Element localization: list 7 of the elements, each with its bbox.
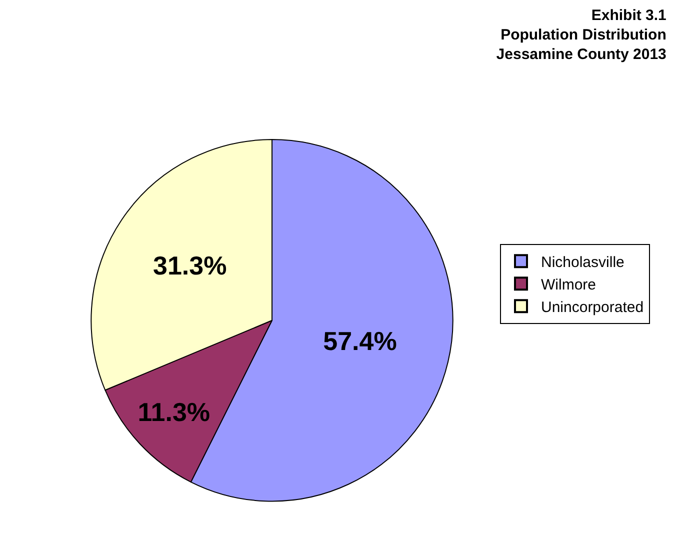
legend-label: Unincorporated — [541, 298, 644, 316]
legend-label: Nicholasville — [541, 254, 624, 271]
chart-title: Exhibit 3.1 Population Distribution Jessamine County 2013 — [496, 7, 666, 63]
data-label: 57.4% — [323, 326, 397, 356]
data-label: 11.3% — [138, 396, 210, 427]
legend-label: Wilmore — [541, 276, 596, 294]
data-label: 31.3% — [152, 250, 227, 281]
